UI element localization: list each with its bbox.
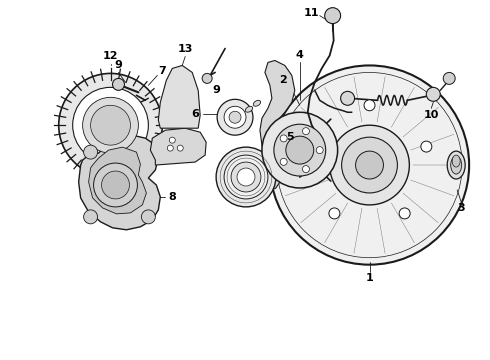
Circle shape [94,163,137,207]
Text: 11: 11 [304,8,319,18]
Ellipse shape [253,100,261,106]
Circle shape [224,106,246,128]
Circle shape [302,166,309,172]
Circle shape [443,72,455,84]
Circle shape [286,136,314,164]
Circle shape [91,105,130,145]
Circle shape [224,155,268,199]
Circle shape [113,78,124,90]
Circle shape [341,91,355,105]
Polygon shape [150,128,206,165]
Circle shape [356,151,384,179]
Text: 8: 8 [169,192,176,202]
Circle shape [83,97,138,153]
Ellipse shape [447,151,465,179]
Text: 10: 10 [423,110,439,120]
Circle shape [274,124,326,176]
Circle shape [229,111,241,123]
Circle shape [231,162,261,192]
Text: 2: 2 [279,75,287,85]
Text: 7: 7 [158,67,166,76]
Circle shape [101,171,129,199]
Circle shape [280,158,287,165]
Circle shape [217,99,253,135]
Ellipse shape [451,156,462,174]
Circle shape [177,145,183,151]
Circle shape [73,87,148,163]
Polygon shape [78,135,160,230]
Circle shape [216,147,276,207]
Circle shape [270,66,469,265]
Polygon shape [240,60,295,195]
Text: 5: 5 [286,132,294,142]
Circle shape [142,210,155,224]
Circle shape [59,73,162,177]
Circle shape [167,145,173,151]
Ellipse shape [245,106,253,112]
Circle shape [237,168,255,186]
Circle shape [316,147,323,154]
Text: 6: 6 [191,109,199,119]
Text: 12: 12 [103,51,118,62]
Circle shape [330,125,409,205]
Polygon shape [89,147,147,214]
Text: 9: 9 [212,85,220,95]
Text: 1: 1 [366,273,373,283]
Circle shape [307,141,318,152]
Circle shape [169,137,175,143]
Circle shape [84,210,98,224]
Circle shape [342,137,397,193]
Circle shape [364,100,375,111]
Polygon shape [158,66,200,128]
Circle shape [399,208,410,219]
Ellipse shape [452,155,460,167]
Circle shape [280,135,287,142]
Circle shape [421,141,432,152]
Circle shape [262,112,338,188]
Circle shape [302,128,309,135]
Text: 4: 4 [296,50,304,60]
Text: 9: 9 [115,60,122,71]
Circle shape [84,145,98,159]
Circle shape [426,87,440,101]
Text: 13: 13 [177,44,193,54]
Text: 3: 3 [457,203,465,213]
Circle shape [325,8,341,24]
Circle shape [329,208,340,219]
Circle shape [202,73,212,84]
